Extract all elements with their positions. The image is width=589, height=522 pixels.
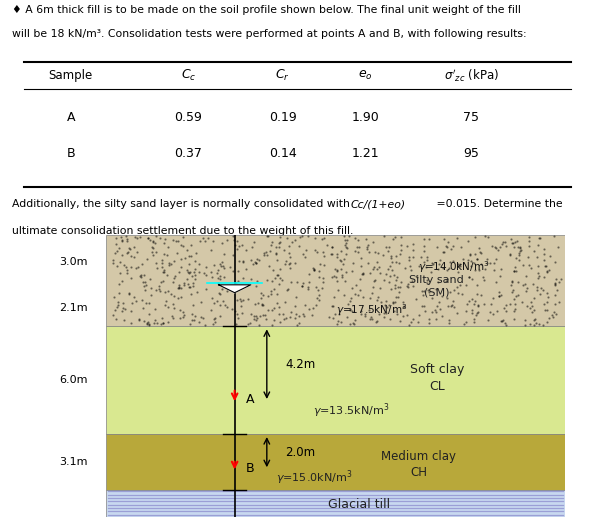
Text: CH: CH — [410, 466, 427, 479]
Text: A: A — [67, 111, 75, 124]
Bar — [106, 434, 565, 490]
Bar — [106, 326, 565, 434]
Text: Silty sand: Silty sand — [409, 275, 464, 285]
Text: Glacial till: Glacial till — [327, 497, 390, 511]
Text: 0.37: 0.37 — [174, 147, 203, 160]
Text: 1.90: 1.90 — [351, 111, 379, 124]
Text: Medium clay: Medium clay — [381, 450, 456, 463]
Text: 75: 75 — [463, 111, 479, 124]
Text: $e_o$: $e_o$ — [358, 69, 372, 82]
Text: B: B — [246, 462, 255, 475]
Polygon shape — [219, 285, 251, 293]
Text: 6.0m: 6.0m — [59, 375, 88, 385]
Text: 2.0m: 2.0m — [285, 446, 315, 459]
Text: =0.015. Determine the: =0.015. Determine the — [433, 199, 562, 209]
Text: 1.21: 1.21 — [352, 147, 379, 160]
Text: $\gamma$=14.0kN/m$^3$: $\gamma$=14.0kN/m$^3$ — [418, 259, 490, 275]
Text: ultimate consolidation settlement due to the weight of this fill.: ultimate consolidation settlement due to… — [12, 226, 353, 236]
Text: B: B — [67, 147, 75, 160]
Text: 0.19: 0.19 — [269, 111, 297, 124]
Text: 3.1m: 3.1m — [59, 457, 88, 467]
Text: Sample: Sample — [48, 69, 93, 82]
Text: $\gamma$=17.5kN/m$^3$: $\gamma$=17.5kN/m$^3$ — [336, 302, 407, 318]
Text: $\sigma'_{zc}$ (kPa): $\sigma'_{zc}$ (kPa) — [444, 67, 499, 84]
Text: will be 18 kN/m³. Consolidation tests were performed at points A and B, with fol: will be 18 kN/m³. Consolidation tests we… — [12, 29, 527, 39]
Text: 0.14: 0.14 — [269, 147, 297, 160]
Text: Cc/(1+eo): Cc/(1+eo) — [350, 199, 406, 209]
Text: CL: CL — [429, 380, 445, 393]
Text: 2.1m: 2.1m — [59, 303, 88, 313]
Text: 0.59: 0.59 — [174, 111, 203, 124]
Text: $C_r$: $C_r$ — [275, 68, 290, 83]
Text: Additionally, the silty sand layer is normally consolidated with: Additionally, the silty sand layer is no… — [12, 199, 353, 209]
Text: 95: 95 — [464, 147, 479, 160]
Text: 3.0m: 3.0m — [59, 257, 88, 267]
Text: A: A — [246, 393, 254, 406]
Bar — [106, 235, 565, 326]
Text: Soft clay: Soft clay — [409, 363, 464, 376]
Text: $C_c$: $C_c$ — [181, 68, 196, 83]
Text: 4.2m: 4.2m — [285, 358, 316, 371]
Text: $\gamma$=15.0kN/m$^3$: $\gamma$=15.0kN/m$^3$ — [276, 468, 352, 487]
Text: ♦ A 6m thick fill is to be made on the soil profile shown below. The final unit : ♦ A 6m thick fill is to be made on the s… — [12, 5, 521, 15]
Text: (SM): (SM) — [424, 288, 449, 298]
Bar — [106, 490, 565, 517]
Text: $\gamma$=13.5kN/m$^3$: $\gamma$=13.5kN/m$^3$ — [313, 401, 389, 420]
